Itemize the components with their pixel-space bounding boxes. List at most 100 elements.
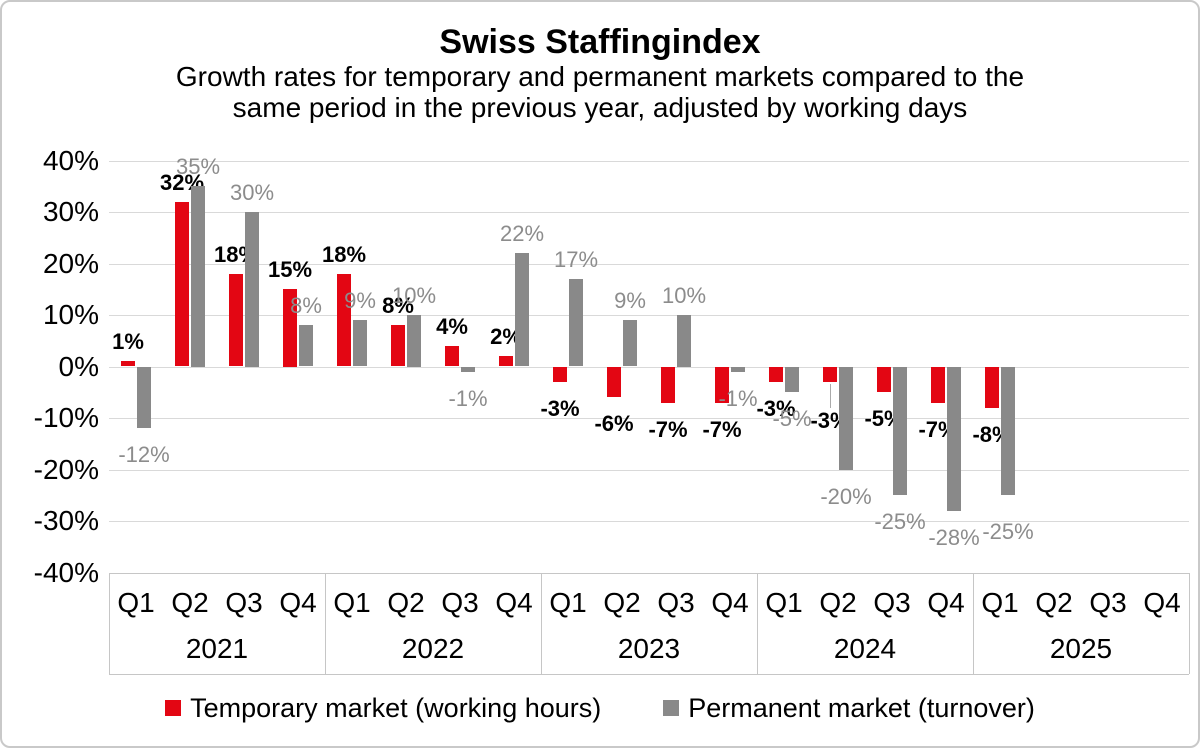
label-leader-line — [829, 383, 831, 408]
bar-permanent — [515, 253, 529, 367]
x-axis-group-divider — [1189, 572, 1190, 674]
data-label-permanent: -20% — [820, 483, 872, 509]
quarter-label: Q2 — [387, 587, 425, 618]
bar-temporary — [877, 366, 891, 393]
bar-temporary — [823, 366, 837, 382]
y-axis-tick-label: -40% — [33, 556, 99, 588]
bar-temporary — [337, 273, 351, 367]
bar-permanent — [839, 366, 853, 470]
data-label-permanent: -28% — [928, 524, 980, 550]
data-label-permanent: -5% — [772, 406, 812, 432]
quarter-label: Q4 — [279, 587, 317, 618]
legend-swatch-permanent-icon — [663, 700, 680, 716]
year-label: 2022 — [401, 633, 465, 664]
bar-temporary — [931, 366, 945, 403]
bar-temporary — [499, 356, 513, 367]
data-label-temporary: 8% — [382, 293, 414, 319]
bar-temporary — [283, 289, 297, 367]
quarter-label: Q3 — [1089, 587, 1127, 618]
bar-permanent — [731, 366, 745, 372]
data-label-permanent: 17% — [553, 246, 599, 272]
chart-title: Swiss Staffingindex — [439, 23, 761, 61]
chart-subtitle-line-1: Growth rates for temporary and permanent… — [175, 61, 1025, 92]
x-axis-group-divider — [325, 572, 326, 674]
legend-label-permanent: Permanent market (turnover) — [688, 692, 1035, 723]
quarter-label: Q2 — [603, 587, 641, 618]
bar-temporary — [985, 366, 999, 408]
data-label-permanent: -1% — [718, 385, 758, 411]
y-axis-tick-label: 10% — [42, 299, 99, 330]
year-label: 2024 — [833, 633, 897, 664]
data-label-temporary: -3% — [540, 395, 580, 421]
bar-permanent — [623, 320, 637, 367]
bar-permanent — [677, 315, 691, 367]
data-label-temporary: -7% — [702, 416, 742, 442]
gridline — [109, 418, 1189, 419]
quarter-label: Q4 — [927, 587, 965, 618]
quarter-label: Q1 — [981, 587, 1019, 618]
gridline — [109, 366, 1189, 368]
year-label: 2023 — [617, 633, 681, 664]
quarter-label: Q2 — [171, 587, 209, 618]
bar-permanent — [407, 315, 421, 367]
y-axis-tick-label: 40% — [42, 144, 99, 176]
gridline — [109, 315, 1189, 316]
x-axis-group-divider — [109, 572, 110, 674]
data-label-permanent: 9% — [344, 288, 376, 314]
x-axis-line — [109, 572, 1189, 574]
x-axis-group-divider — [973, 572, 974, 674]
x-axis-box-bottom — [109, 674, 1189, 675]
bar-temporary — [445, 345, 459, 367]
data-label-permanent: 9% — [614, 288, 646, 314]
bar-permanent — [245, 212, 259, 367]
quarter-label: Q3 — [225, 587, 263, 618]
data-label-temporary: 15% — [267, 257, 313, 283]
data-label-permanent: 35% — [175, 154, 221, 180]
quarter-label: Q3 — [873, 587, 911, 618]
gridline — [109, 263, 1189, 265]
bar-permanent — [893, 366, 907, 496]
quarter-label: Q4 — [495, 587, 533, 618]
gridline — [109, 521, 1189, 522]
data-label-permanent: -25% — [982, 519, 1034, 545]
bar-permanent — [299, 325, 313, 367]
quarter-label: Q4 — [711, 587, 749, 618]
data-label-temporary: 4% — [436, 313, 468, 339]
legend: Temporary market (working hours) Permane… — [2, 688, 1198, 728]
data-label-temporary: 2% — [490, 324, 522, 350]
bar-temporary — [661, 366, 675, 403]
bar-permanent — [1001, 366, 1015, 496]
data-label-temporary: 18% — [321, 241, 367, 267]
y-axis-tick-label: 30% — [42, 196, 99, 227]
bar-temporary — [121, 361, 135, 367]
data-label-permanent: 10% — [661, 283, 707, 308]
data-label-permanent: -25% — [874, 509, 926, 535]
quarter-label: Q3 — [657, 587, 695, 618]
x-axis-group-divider — [757, 572, 758, 674]
quarter-label: Q4 — [1143, 587, 1181, 618]
bar-permanent — [569, 278, 583, 367]
x-axis-group-divider — [541, 572, 542, 674]
data-label-temporary: 1% — [112, 329, 144, 355]
data-label-temporary: -8% — [972, 421, 1012, 447]
bar-permanent — [785, 366, 799, 393]
chart-subtitle: Growth rates for temporary and permanent… — [2, 61, 1198, 123]
y-axis-tick-label: -30% — [33, 505, 99, 536]
legend-swatch-temporary-icon — [165, 700, 182, 716]
quarter-label: Q1 — [549, 587, 587, 618]
y-axis-tick-label: -10% — [33, 402, 99, 433]
bar-temporary — [391, 325, 405, 367]
data-label-temporary: -3% — [756, 395, 796, 421]
bar-permanent — [947, 366, 961, 511]
bar-temporary — [715, 366, 729, 403]
y-axis-tick-label: 20% — [42, 247, 99, 279]
gridline — [109, 469, 1189, 471]
data-label-temporary: -7% — [648, 416, 688, 442]
bar-permanent — [137, 366, 151, 429]
gridline — [109, 160, 1189, 162]
data-label-permanent: 8% — [290, 293, 322, 319]
year-label: 2021 — [185, 633, 249, 664]
data-label-permanent: -1% — [448, 385, 488, 411]
